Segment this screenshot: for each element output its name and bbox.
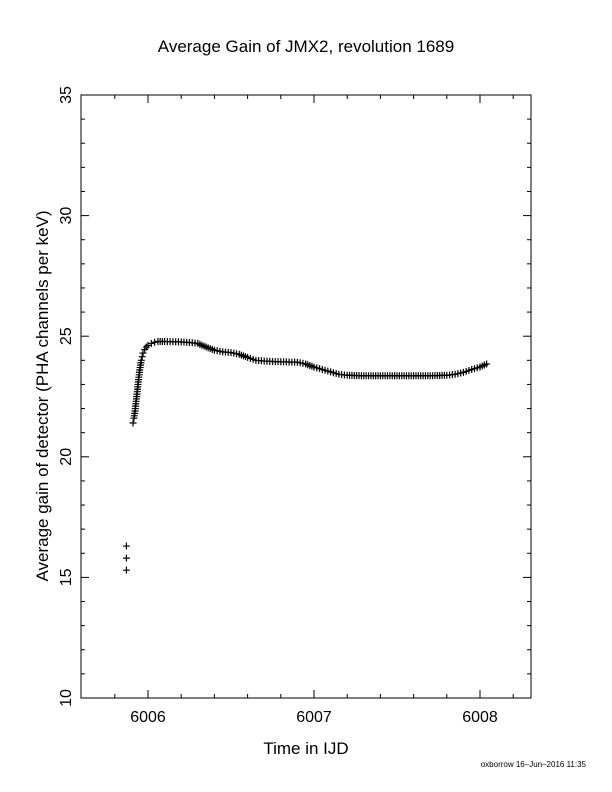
y-tick-label: 20 [58, 448, 75, 466]
plot-frame [80, 94, 532, 699]
y-tick-label: 10 [58, 689, 75, 707]
chart-title: Average Gain of JMX2, revolution 1689 [158, 37, 454, 56]
axis-ticks: 6006 6007 6008 10 15 20 25 30 35 [58, 86, 531, 726]
footer-stamp: oxborrow 16–Jun–2016 11:35 [481, 760, 587, 769]
y-tick-label: 15 [58, 568, 75, 586]
y-axis-label: Average gain of detector (PHA channels p… [33, 210, 52, 581]
y-tick-label: 35 [58, 86, 75, 104]
x-axis-label: Time in IJD [263, 739, 348, 758]
data-point [129, 419, 137, 427]
x-tick-label: 6008 [462, 709, 498, 726]
x-tick-label: 6007 [296, 709, 332, 726]
data-points [122, 338, 491, 574]
data-point [122, 566, 130, 574]
data-point [142, 343, 150, 351]
x-tick-label: 6006 [130, 709, 166, 726]
data-point [122, 542, 130, 550]
data-point [137, 356, 145, 364]
data-point [147, 339, 155, 347]
data-point [122, 554, 130, 562]
y-tick-label: 30 [58, 207, 75, 225]
data-point [483, 360, 491, 368]
data-point [138, 353, 146, 361]
data-point [151, 338, 159, 346]
y-tick-label: 25 [58, 327, 75, 345]
data-point [139, 349, 147, 357]
